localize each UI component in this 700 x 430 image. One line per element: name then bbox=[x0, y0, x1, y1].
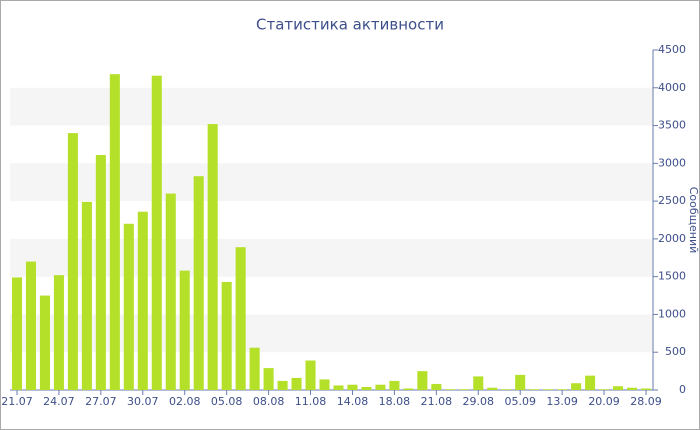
bar bbox=[109, 74, 120, 390]
y-tick-label: 4500 bbox=[658, 43, 686, 56]
bar bbox=[179, 270, 190, 390]
x-tick-label: 02.08 bbox=[169, 395, 201, 408]
bar bbox=[459, 389, 470, 390]
bar bbox=[389, 380, 400, 390]
bar bbox=[221, 281, 232, 390]
grid-band bbox=[10, 238, 653, 277]
x-tick-label: 11.08 bbox=[295, 395, 327, 408]
x-tick-label: 21.07 bbox=[1, 395, 33, 408]
bar bbox=[501, 389, 512, 390]
grid-band bbox=[10, 163, 653, 202]
bar bbox=[81, 201, 92, 390]
y-tick-label: 1500 bbox=[658, 270, 686, 283]
bar bbox=[333, 385, 344, 390]
bar bbox=[193, 176, 204, 390]
bar bbox=[25, 261, 36, 390]
bar bbox=[585, 375, 596, 390]
bar bbox=[361, 386, 372, 390]
x-tick-label: 14.08 bbox=[337, 395, 369, 408]
bar bbox=[417, 371, 428, 390]
y-axis-title: Сообщений bbox=[687, 187, 700, 254]
bar bbox=[640, 388, 652, 390]
y-tick-label: 0 bbox=[679, 383, 686, 396]
y-tick-label: 2500 bbox=[658, 194, 686, 207]
bar bbox=[375, 384, 386, 390]
x-tick-label: 08.08 bbox=[253, 395, 285, 408]
bar bbox=[11, 277, 23, 390]
bar bbox=[613, 386, 624, 390]
grid-band bbox=[10, 87, 653, 126]
y-tick-label: 1000 bbox=[658, 307, 686, 320]
x-tick-label: 29.08 bbox=[463, 395, 495, 408]
bar bbox=[151, 75, 162, 390]
bar bbox=[599, 389, 610, 390]
bar bbox=[515, 374, 526, 390]
bar bbox=[263, 368, 274, 390]
bar bbox=[305, 360, 316, 390]
bar bbox=[319, 379, 330, 390]
bar bbox=[53, 275, 64, 390]
x-tick-label: 24.07 bbox=[43, 395, 75, 408]
x-tick-label: 05.09 bbox=[504, 395, 536, 408]
x-tick-label: 05.08 bbox=[211, 395, 243, 408]
x-tick-label: 20.09 bbox=[588, 395, 620, 408]
x-tick-label: 21.08 bbox=[421, 395, 453, 408]
bar bbox=[431, 383, 442, 390]
bar bbox=[445, 389, 456, 390]
bar bbox=[249, 347, 260, 390]
bar bbox=[137, 211, 148, 390]
grid-band bbox=[10, 314, 653, 353]
bar bbox=[487, 387, 498, 390]
bar bbox=[347, 384, 358, 390]
bar bbox=[557, 389, 568, 390]
y-tick-label: 3000 bbox=[658, 156, 686, 169]
bar bbox=[67, 133, 78, 390]
bar bbox=[39, 295, 50, 390]
y-tick-label: 2000 bbox=[658, 232, 686, 245]
x-tick-label: 28.09 bbox=[630, 395, 662, 408]
x-tick-label: 27.07 bbox=[85, 395, 117, 408]
bar bbox=[627, 387, 638, 390]
bar bbox=[277, 380, 288, 390]
bar bbox=[473, 376, 484, 390]
y-tick-label: 4000 bbox=[658, 81, 686, 94]
bar bbox=[95, 155, 106, 390]
x-tick-label: 30.07 bbox=[127, 395, 159, 408]
y-tick-label: 3500 bbox=[658, 119, 686, 132]
bar bbox=[291, 377, 302, 390]
bar bbox=[123, 223, 134, 390]
bar bbox=[529, 389, 540, 390]
bar bbox=[403, 388, 414, 390]
bar bbox=[165, 193, 176, 390]
y-tick-label: 500 bbox=[665, 345, 686, 358]
bar bbox=[571, 383, 582, 390]
bar bbox=[207, 124, 218, 391]
bar bbox=[235, 247, 246, 390]
x-tick-label: 18.08 bbox=[379, 395, 411, 408]
bar bbox=[543, 389, 554, 390]
x-tick-label: 13.09 bbox=[546, 395, 578, 408]
chart-title: Статистика активности bbox=[256, 16, 444, 34]
